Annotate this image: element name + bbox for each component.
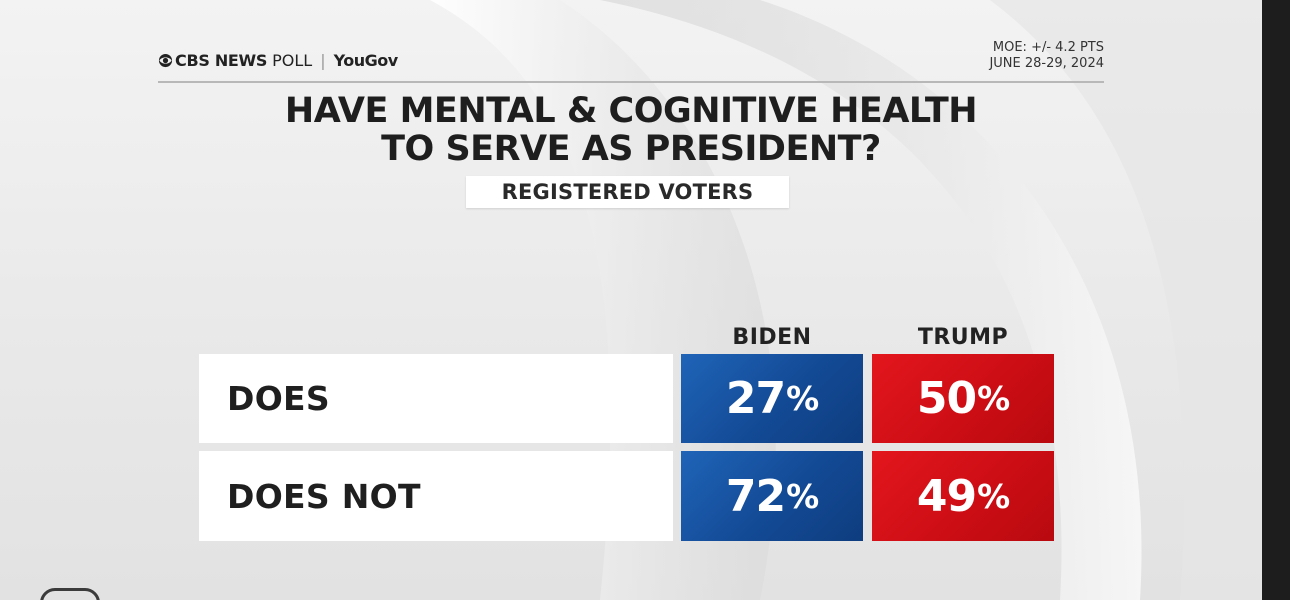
unit-percent: %: [786, 476, 819, 516]
chart-title: HAVE MENTAL & COGNITIVE HEALTH TO SERVE …: [0, 92, 1262, 168]
unit-percent: %: [977, 379, 1010, 418]
poll-date: JUNE 28-29, 2024: [989, 56, 1104, 71]
unit-percent: %: [977, 476, 1010, 516]
cbs-eye-icon: [158, 53, 173, 68]
title-line-1: HAVE MENTAL & COGNITIVE HEALTH: [284, 91, 978, 131]
poll-graphic: CBS NEWS POLL | YouGov MOE: +/- 4.2 PTS …: [0, 0, 1262, 600]
value-biden-does: 27: [725, 373, 786, 424]
brand-partner: YouGov: [333, 51, 399, 70]
background-swoosh: [430, 0, 1262, 600]
header-divider: [158, 81, 1104, 83]
brand-cbs: CBS NEWS: [175, 51, 268, 70]
brand-poll: POLL: [272, 51, 313, 70]
title-line-2: TO SERVE AS PRESIDENT?: [381, 129, 881, 169]
value-trump-does-not: 49: [916, 470, 977, 522]
value-trump-does: 50: [916, 373, 977, 424]
brand-logo: CBS NEWS POLL | YouGov: [158, 51, 398, 70]
partial-circle-icon: [40, 588, 100, 600]
row-label-does: DOES: [199, 354, 673, 443]
moe-text: MOE: +/- 4.2 PTS: [992, 40, 1104, 55]
brand-separator: |: [320, 51, 326, 70]
value-biden-does-not: 72: [725, 470, 786, 522]
cell-trump-does: 50%: [872, 354, 1054, 443]
cell-biden-does: 27%: [681, 354, 863, 443]
cell-trump-does-not: 49%: [872, 451, 1054, 541]
column-header-biden: BIDEN: [732, 325, 812, 350]
dark-side-border: [1262, 0, 1290, 600]
poll-meta: MOE: +/- 4.2 PTS JUNE 28-29, 2024: [989, 40, 1104, 72]
column-header-trump: TRUMP: [917, 325, 1009, 350]
unit-percent: %: [786, 379, 819, 418]
row-label-does-not: DOES NOT: [199, 451, 673, 541]
cell-biden-does-not: 72%: [681, 451, 863, 541]
chart-subtitle: REGISTERED VOTERS: [466, 176, 789, 208]
